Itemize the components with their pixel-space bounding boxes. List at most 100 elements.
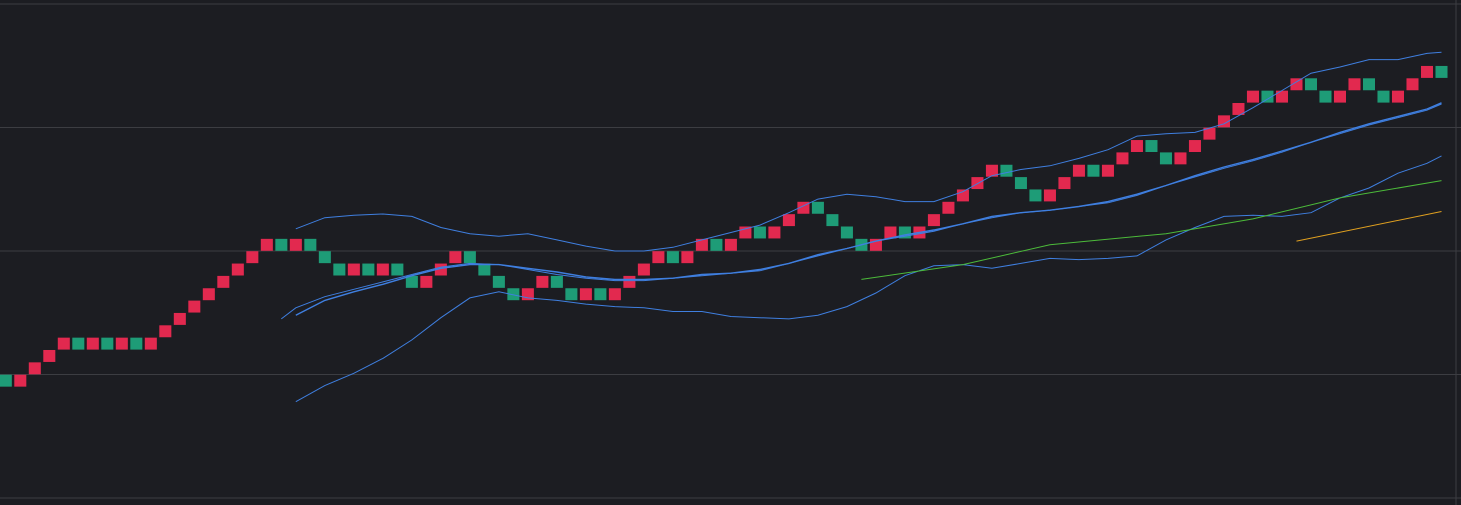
renko-brick (884, 226, 897, 239)
renko-brick (173, 312, 186, 325)
renko-brick (608, 288, 621, 301)
renko-brick (217, 275, 230, 288)
renko-brick (405, 275, 418, 288)
renko-brick (1420, 65, 1434, 78)
renko-brick (1174, 152, 1187, 165)
renko-brick (144, 337, 157, 350)
renko-brick (826, 214, 839, 227)
renko-brick (579, 288, 592, 301)
renko-brick (1362, 78, 1376, 91)
renko-brick (1029, 189, 1042, 202)
renko-brick (434, 263, 447, 276)
renko-brick (115, 337, 128, 350)
renko-brick (1304, 78, 1317, 91)
renko-brick (376, 263, 389, 276)
renko-brick (478, 263, 491, 276)
renko-brick (1014, 177, 1027, 190)
renko-brick (188, 300, 201, 313)
renko-brick (289, 238, 302, 251)
renko-brick (362, 263, 375, 276)
renko-brick (1275, 90, 1288, 103)
renko-brick (463, 251, 476, 264)
renko-brick (594, 288, 607, 301)
renko-brick (1188, 140, 1201, 152)
renko-brick (811, 201, 824, 214)
renko-brick (1348, 78, 1361, 91)
renko-brick (1290, 78, 1303, 91)
renko-brick (1116, 152, 1129, 165)
renko-brick (1333, 90, 1347, 103)
renko-brick (768, 226, 781, 239)
renko-brick (28, 362, 41, 375)
renko-brick (637, 263, 650, 276)
renko-brick (304, 238, 317, 251)
renko-brick (333, 263, 346, 276)
renko-brick (449, 251, 462, 264)
renko-brick (1145, 140, 1158, 152)
renko-brick (101, 337, 114, 350)
renko-brick (942, 201, 955, 214)
renko-brick (1435, 65, 1448, 78)
renko-brick (86, 337, 99, 350)
renko-brick (927, 214, 940, 227)
renko-brick (57, 337, 70, 350)
renko-brick (1043, 189, 1056, 202)
renko-brick (956, 189, 969, 202)
renko-brick (275, 238, 288, 251)
renko-brick (159, 325, 172, 338)
renko-brick (623, 275, 636, 288)
indicator-line (280, 103, 1442, 320)
renko-brick (985, 164, 998, 177)
indicator-line (295, 51, 1442, 252)
renko-brick (1391, 90, 1405, 103)
renko-brick (724, 238, 737, 251)
renko-brick (739, 226, 752, 239)
renko-brick (72, 337, 85, 350)
indicator-line (861, 180, 1442, 280)
renko-brick (0, 374, 12, 387)
indicator-line (1296, 211, 1442, 242)
renko-brick (1203, 127, 1216, 140)
renko-brick (782, 214, 795, 227)
renko-brick (1087, 164, 1100, 177)
renko-brick (1101, 164, 1114, 177)
renko-brick (260, 238, 273, 251)
renko-brick (666, 251, 679, 264)
renko-brick (536, 275, 549, 288)
renko-brick (898, 226, 911, 239)
renko-brick (565, 288, 578, 301)
renko-brick (246, 251, 259, 264)
renko-brick (1000, 164, 1013, 177)
renko-brick (391, 263, 404, 276)
indicator-line (295, 155, 1442, 403)
renko-brick (1058, 177, 1071, 190)
renko-brick (14, 374, 27, 387)
renko-brick (1072, 164, 1085, 177)
renko-brick (753, 226, 766, 239)
renko-brick (797, 201, 810, 214)
renko-brick (1246, 90, 1259, 103)
renko-brick (507, 288, 520, 301)
renko-brick (318, 251, 331, 264)
renko-brick (1130, 140, 1143, 152)
renko-brick (681, 251, 694, 264)
renko-brick (492, 275, 505, 288)
renko-brick (1319, 90, 1332, 103)
renko-brick (1159, 152, 1172, 165)
renko-brick (130, 337, 143, 350)
renko-brick (43, 350, 56, 362)
renko-brick (869, 238, 882, 251)
renko-brick (971, 177, 984, 190)
renko-brick (420, 275, 433, 288)
renko-brick (202, 288, 215, 301)
renko-brick (231, 263, 244, 276)
renko-brick (1377, 90, 1390, 103)
renko-brick (1217, 115, 1230, 128)
renko-brick (1232, 103, 1245, 115)
renko-brick (347, 263, 360, 276)
renko-brick (695, 238, 708, 251)
renko-brick (652, 251, 665, 264)
